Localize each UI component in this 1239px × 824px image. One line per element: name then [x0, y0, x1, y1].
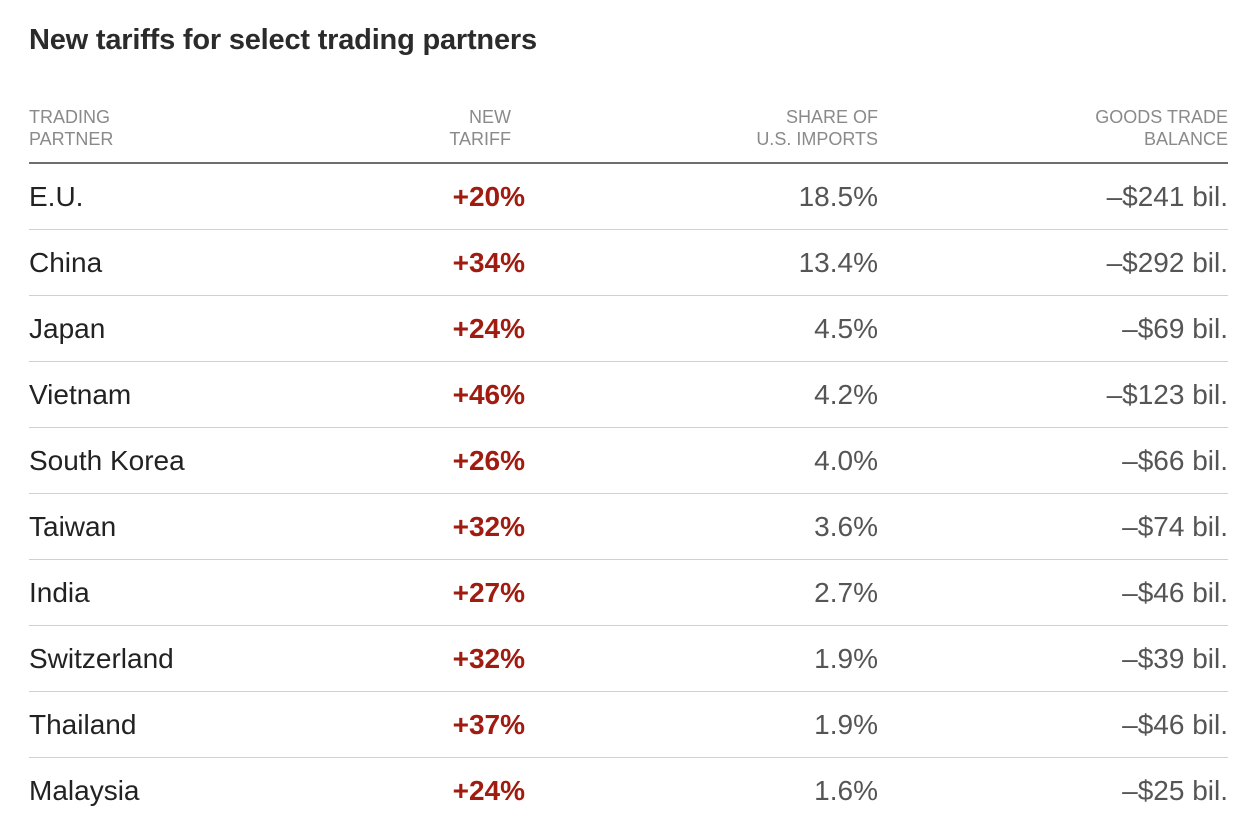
table-row: Vietnam +46% 4.2% –$123 bil.: [29, 362, 1228, 428]
cell-share-of-imports: 4.0%: [814, 444, 878, 476]
cell-share-of-imports: 4.2%: [814, 378, 878, 410]
table-title: New tariffs for select trading partners: [29, 24, 537, 56]
cell-goods-trade-balance: –$25 bil.: [1122, 775, 1228, 806]
cell-trading-partner: E.U.: [29, 180, 84, 212]
header-share-of-imports: SHARE OF U.S. IMPORTS: [756, 107, 878, 149]
cell-trading-partner: China: [29, 246, 103, 278]
cell-trading-partner: Thailand: [29, 708, 137, 740]
cell-goods-trade-balance: –$123 bil.: [1106, 378, 1228, 410]
table-row: India +27% 2.7% –$46 bil.: [29, 560, 1228, 626]
cell-new-tariff: +24%: [452, 312, 525, 344]
table-row: Malaysia +24% 1.6% –$25 bil.: [29, 758, 1228, 824]
cell-new-tariff: +26%: [452, 444, 525, 476]
cell-trading-partner: South Korea: [29, 444, 185, 476]
cell-share-of-imports: 2.7%: [814, 576, 878, 608]
cell-new-tariff: +34%: [452, 246, 525, 278]
cell-share-of-imports: 1.9%: [814, 642, 878, 674]
cell-share-of-imports: 13.4%: [798, 246, 878, 278]
cell-goods-trade-balance: –$66 bil.: [1122, 444, 1228, 476]
table-body: E.U. +20% 18.5% –$241 bil. China +34% 13.4% –$2…: [29, 164, 1228, 824]
cell-new-tariff: +32%: [452, 642, 525, 674]
cell-trading-partner: Japan: [29, 312, 106, 344]
cell-new-tariff: +20%: [452, 180, 525, 212]
cell-new-tariff: +46%: [452, 378, 525, 410]
table-row: Taiwan +32% 3.6% –$74 bil.: [29, 494, 1228, 560]
cell-share-of-imports: 4.5%: [814, 312, 878, 344]
cell-share-of-imports: 3.6%: [814, 510, 878, 542]
cell-goods-trade-balance: –$74 bil.: [1122, 510, 1228, 542]
table-row: E.U. +20% 18.5% –$241 bil.: [29, 164, 1228, 230]
cell-trading-partner: Taiwan: [29, 510, 117, 542]
cell-goods-trade-balance: –$292 bil.: [1106, 246, 1228, 278]
cell-new-tariff: +32%: [452, 510, 525, 542]
cell-share-of-imports: 18.5%: [798, 180, 878, 212]
header-trading-partner: TRADING PARTNER: [29, 107, 114, 149]
cell-new-tariff: +37%: [452, 708, 525, 740]
table-row: Japan +24% 4.5% –$69 bil.: [29, 296, 1228, 362]
table-header: TRADING PARTNER NEW TARIFF SHARE OF U.S.…: [29, 106, 1228, 164]
cell-trading-partner: Malaysia: [29, 775, 140, 806]
table-row: Switzerland +32% 1.9% –$39 bil.: [29, 626, 1228, 692]
cell-trading-partner: Switzerland: [29, 642, 174, 674]
cell-trading-partner: India: [29, 576, 90, 608]
cell-goods-trade-balance: –$69 bil.: [1122, 312, 1228, 344]
cell-trading-partner: Vietnam: [29, 378, 132, 410]
header-goods-trade-balance: GOODS TRADE BALANCE: [1095, 107, 1228, 149]
cell-new-tariff: +27%: [452, 576, 525, 608]
cell-share-of-imports: 1.9%: [814, 708, 878, 740]
cell-goods-trade-balance: –$39 bil.: [1122, 642, 1228, 674]
table-row: South Korea +26% 4.0% –$66 bil.: [29, 428, 1228, 494]
cell-goods-trade-balance: –$241 bil.: [1106, 180, 1228, 212]
header-new-tariff: NEW TARIFF: [449, 107, 511, 149]
cell-goods-trade-balance: –$46 bil.: [1122, 708, 1228, 740]
cell-share-of-imports: 1.6%: [814, 775, 878, 806]
cell-new-tariff: +24%: [452, 775, 525, 806]
cell-goods-trade-balance: –$46 bil.: [1122, 576, 1228, 608]
table-row: China +34% 13.4% –$292 bil.: [29, 230, 1228, 296]
table-row: Thailand +37% 1.9% –$46 bil.: [29, 692, 1228, 758]
